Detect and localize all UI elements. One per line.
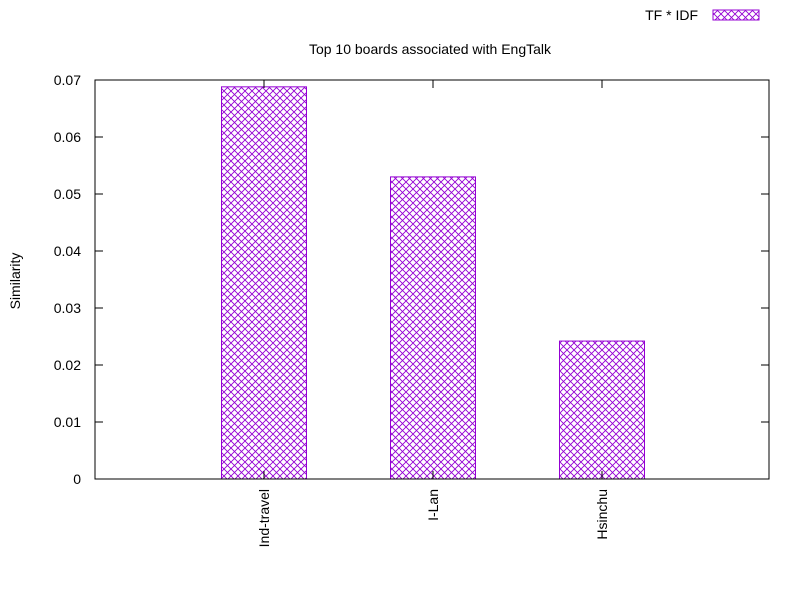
chart-title: Top 10 boards associated with EngTalk: [309, 41, 552, 57]
y-tick-label: 0.05: [54, 186, 81, 202]
y-tick-label: 0.07: [54, 72, 81, 88]
y-tick-label: 0: [73, 471, 81, 487]
x-ticks-layer: Ind-travel I-Lan Hsinchu: [256, 80, 610, 547]
legend-label: TF * IDF: [645, 7, 698, 23]
legend: TF * IDF: [645, 7, 760, 23]
bar-hsinchu: [559, 340, 645, 480]
x-tick-label: Hsinchu: [594, 489, 610, 540]
legend-swatch: [712, 9, 760, 21]
y-tick-label: 0.06: [54, 129, 81, 145]
y-axis-label: Similarity: [7, 253, 23, 310]
y-tick-label: 0.04: [54, 243, 81, 259]
bars-layer: [221, 86, 645, 480]
x-tick-label: Ind-travel: [256, 489, 272, 547]
bar-i-lan: [390, 176, 476, 480]
y-ticks-layer: 0 0.01 0.02 0.03 0.04 0.05 0.06 0.07: [54, 72, 769, 487]
y-tick-label: 0.02: [54, 357, 81, 373]
y-tick-label: 0.01: [54, 414, 81, 430]
bar-ind-travel: [221, 86, 307, 480]
x-tick-label: I-Lan: [425, 489, 441, 521]
y-tick-label: 0.03: [54, 300, 81, 316]
plot-frame: [94, 79, 770, 480]
